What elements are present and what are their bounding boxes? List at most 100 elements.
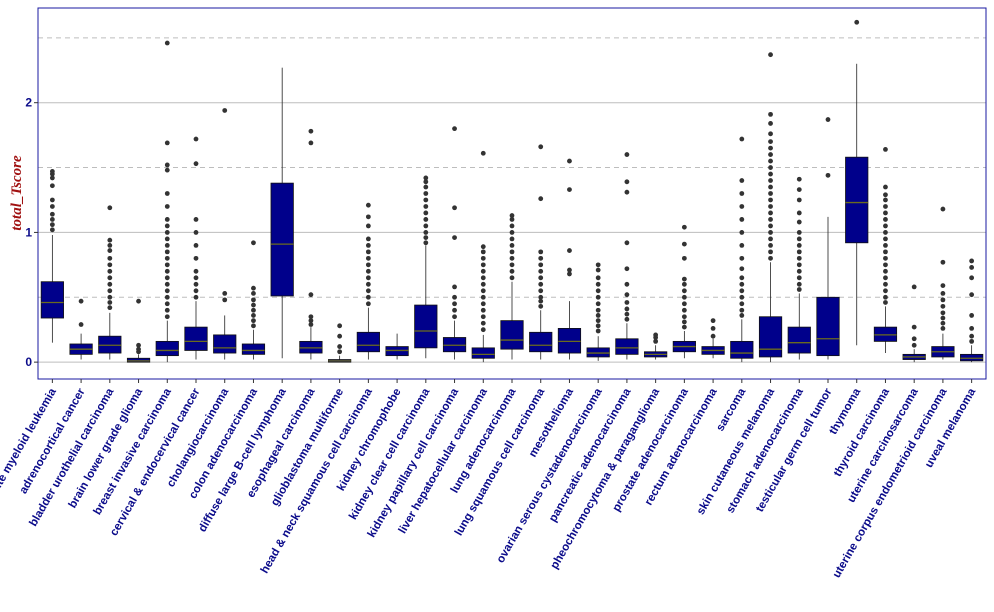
outlier-point — [423, 210, 429, 216]
outlier-point — [595, 318, 601, 324]
outlier-point — [595, 328, 601, 334]
box-body — [241, 343, 266, 355]
outlier-point — [251, 240, 256, 246]
outlier-point — [883, 249, 888, 255]
outlier-point — [423, 235, 429, 241]
outlier-point — [681, 301, 687, 307]
outlier-point — [969, 265, 975, 270]
outlier-point — [251, 313, 256, 318]
outlier-point — [538, 268, 544, 274]
box-3 — [98, 205, 122, 360]
box-31 — [902, 284, 926, 363]
outlier-point — [337, 344, 343, 349]
outlier-point — [164, 281, 170, 287]
outlier-point — [164, 40, 170, 46]
outlier-point — [940, 297, 946, 303]
outlier-point — [480, 307, 486, 313]
outlier-point — [509, 236, 515, 242]
outlier-point — [796, 187, 802, 193]
outlier-point — [567, 158, 572, 164]
outlier-point — [222, 297, 228, 303]
outlier-point — [107, 281, 113, 287]
outlier-point — [193, 281, 199, 287]
outlier-point — [49, 175, 55, 181]
outlier-point — [452, 235, 457, 241]
outlier-point — [222, 108, 228, 113]
outlier-point — [768, 111, 773, 117]
outlier-point — [193, 136, 199, 142]
outlier-point — [883, 210, 888, 216]
outlier-point — [480, 150, 486, 156]
outlier-point — [681, 294, 687, 300]
outlier-point — [768, 242, 773, 248]
outlier-point — [739, 255, 745, 261]
outlier-point — [480, 327, 486, 333]
box-body — [529, 331, 553, 353]
outlier-point — [107, 255, 113, 261]
outlier-point — [107, 294, 113, 300]
outlier-point — [624, 292, 630, 298]
outlier-point — [193, 275, 199, 281]
outlier-point — [480, 281, 486, 287]
outlier-point — [193, 161, 199, 167]
box-body — [270, 182, 294, 297]
box-body — [787, 326, 811, 354]
outlier-point — [164, 255, 170, 261]
outlier-point — [164, 230, 170, 235]
outlier-point — [768, 158, 773, 164]
outlier-point — [480, 320, 486, 326]
box-26 — [758, 52, 783, 363]
outlier-point — [940, 259, 946, 265]
outlier-point — [337, 333, 343, 339]
outlier-point — [624, 306, 630, 312]
outlier-point — [107, 242, 113, 248]
outlier-point — [940, 290, 946, 296]
outlier-point — [423, 184, 429, 190]
outlier-point — [337, 349, 343, 355]
outlier-point — [49, 204, 55, 209]
outlier-point — [509, 275, 515, 281]
outlier-point — [595, 262, 601, 268]
outlier-point — [768, 165, 773, 170]
outlier-point — [768, 197, 773, 203]
outlier-point — [883, 230, 888, 235]
outlier-point — [308, 128, 314, 134]
outlier-point — [164, 140, 170, 146]
outlier-point — [739, 242, 745, 248]
box-body — [615, 338, 639, 355]
outlier-point — [768, 230, 773, 235]
outlier-point — [251, 285, 256, 291]
box-24 — [701, 318, 725, 359]
outlier-point — [883, 262, 888, 268]
box-33 — [960, 258, 984, 363]
outlier-point — [624, 300, 630, 305]
outlier-point — [538, 281, 544, 287]
outlier-point — [509, 249, 515, 255]
outlier-point — [739, 136, 745, 142]
outlier-point — [365, 301, 371, 307]
outlier-point — [883, 184, 888, 190]
box-25 — [730, 136, 754, 363]
outlier-point — [49, 197, 55, 203]
outlier-point — [681, 276, 687, 282]
outlier-point — [193, 268, 199, 274]
outlier-point — [538, 288, 544, 294]
outlier-point — [509, 268, 515, 274]
outlier-point — [567, 187, 572, 193]
outlier-point — [308, 140, 314, 146]
box-22 — [644, 332, 668, 360]
outlier-point — [49, 211, 55, 217]
outlier-point — [796, 236, 802, 242]
outlier-point — [423, 240, 429, 246]
outlier-point — [365, 281, 371, 287]
box-9 — [270, 67, 294, 359]
outlier-point — [710, 326, 716, 331]
outlier-point — [883, 281, 888, 287]
outlier-point — [365, 294, 371, 300]
outlier-point — [796, 197, 802, 203]
outlier-point — [193, 230, 199, 235]
outlier-point — [796, 230, 802, 235]
outlier-point — [768, 223, 773, 229]
outlier-point — [193, 217, 199, 222]
outlier-point — [883, 294, 888, 300]
